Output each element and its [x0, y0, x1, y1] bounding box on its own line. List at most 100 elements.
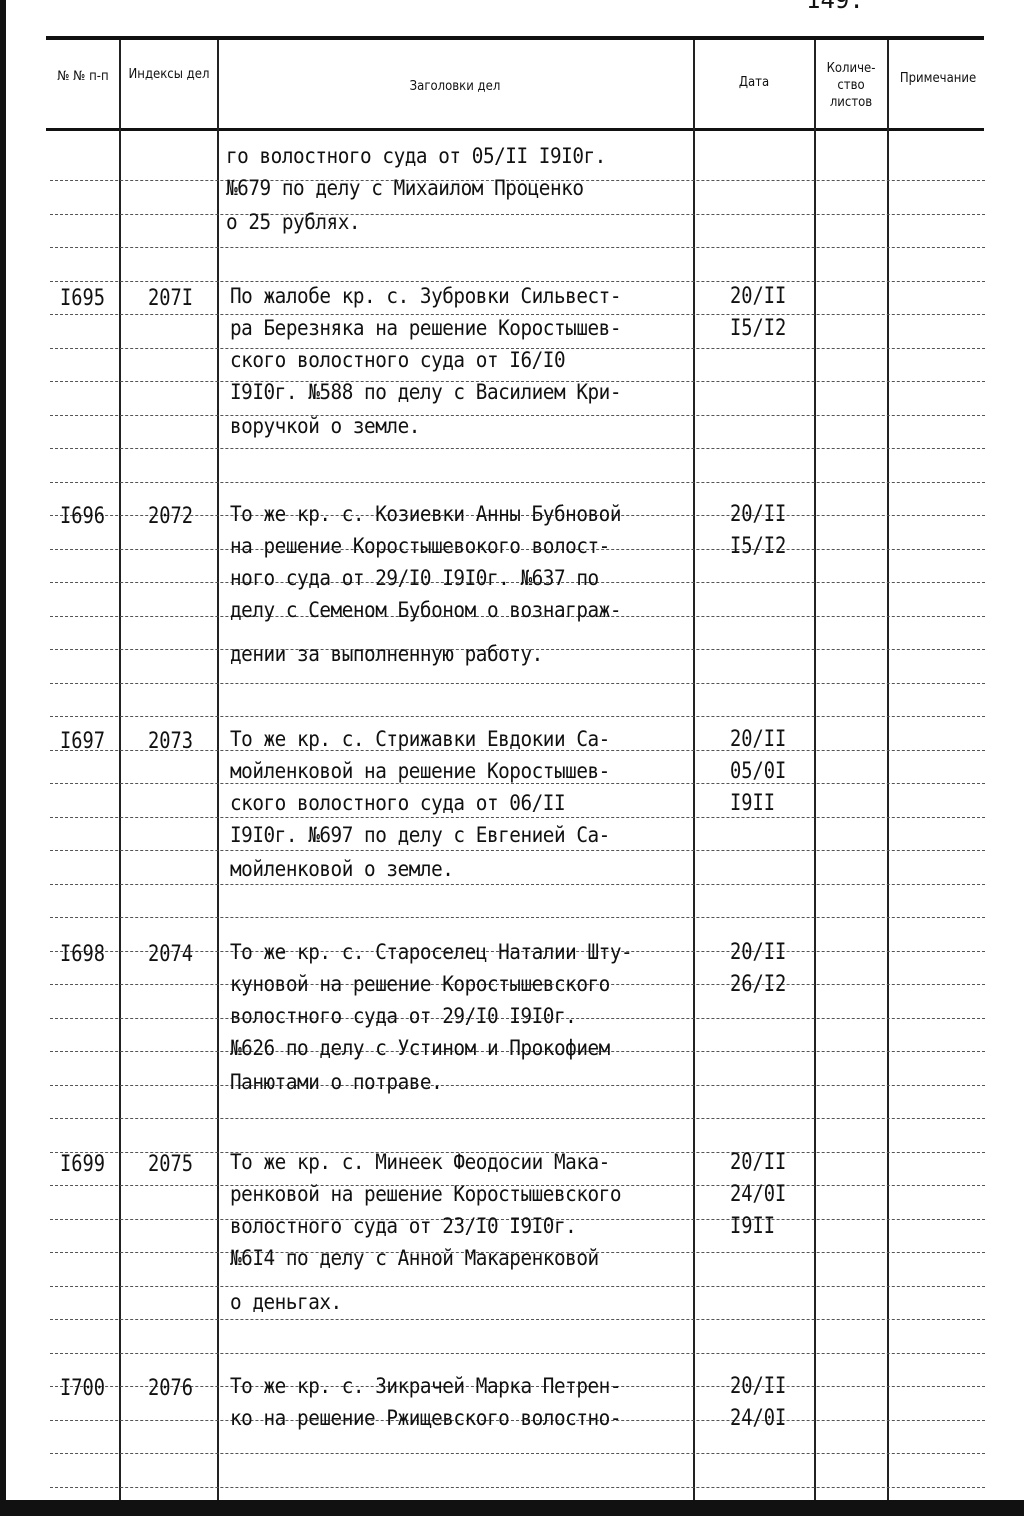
title-line: То же кр. с. Минеек Феодосии Мака-: [230, 1150, 610, 1174]
title-line: о деньгах.: [230, 1290, 342, 1314]
entry-date: 20/II: [730, 940, 787, 965]
title-line: №626 по делу с Устином и Прокофием: [230, 1036, 610, 1060]
row-rule: [50, 515, 985, 516]
row-rule: [50, 314, 985, 315]
title-line: То же кр. с. Зикрачей Марка Петрен-: [230, 1374, 622, 1398]
title-line: о 25 рублях.: [226, 210, 361, 234]
row-rule: [50, 1319, 985, 1320]
row-rule: [50, 1285, 985, 1287]
page-number: 149.: [806, 0, 864, 14]
title-line: го волостного суда от 05/II I9I0г.: [226, 144, 606, 168]
title-line: ренковой на решение Коростышевского: [230, 1182, 622, 1206]
entry-date: 24/0I: [730, 1406, 787, 1431]
entry-index: 2073: [148, 729, 194, 754]
entry-date: 20/II: [730, 502, 787, 527]
row-rule: [50, 481, 985, 483]
entry-number: I696: [60, 504, 106, 529]
title-line: То же кр. с. Стрижавки Евдокии Са-: [230, 727, 610, 751]
row-rule: [50, 649, 985, 650]
row-rule: [50, 180, 985, 181]
row-rule: [50, 280, 985, 282]
entry-index: 2072: [148, 504, 194, 529]
title-line: дении за выполненную работу.: [230, 642, 543, 666]
header-bottom-rule: [46, 128, 984, 131]
entry-index: 207I: [148, 286, 194, 311]
title-line: Панютами о потраве.: [230, 1070, 443, 1094]
title-line: воручкой о земле.: [230, 414, 420, 438]
entry-date: I9II: [730, 1214, 776, 1239]
row-rule: [50, 749, 985, 751]
row-rule: [50, 548, 985, 550]
entry-date: I5/I2: [730, 316, 787, 341]
header-title: Заголовки дел: [409, 79, 501, 94]
title-line: I9I0г. №588 по делу с Василием Кри-: [230, 380, 622, 404]
row-rule: [50, 1453, 985, 1454]
table-top-rule: [46, 36, 984, 40]
row-rule: [50, 1017, 985, 1019]
row-rule: [50, 1185, 985, 1186]
entry-date: I5/I2: [730, 534, 787, 559]
row-rule: [50, 883, 985, 885]
title-line: волостного суда от 23/I0 I9I0г.: [230, 1214, 577, 1238]
title-line: То же кр. с. Староселец Наталии Шту-: [230, 940, 633, 964]
title-line: №679 по делу с Михаилом Проценко: [226, 176, 584, 200]
title-line: мойленковой о земле.: [230, 857, 454, 881]
header-sheets: Количе-ство листов: [826, 61, 876, 110]
entry-number: I697: [60, 729, 106, 754]
title-line: мойленковой на решение Коростышев-: [230, 759, 610, 783]
entry-date: I9II: [730, 791, 776, 816]
row-rule: [50, 247, 985, 248]
entry-index: 2074: [148, 942, 194, 967]
column-divider: [887, 40, 889, 1500]
column-divider: [693, 40, 695, 1500]
row-rule: [50, 1386, 985, 1387]
row-rule: [50, 615, 985, 617]
header-index: Индексы дел: [128, 67, 210, 82]
header-date: Дата: [738, 75, 770, 90]
row-rule: [50, 582, 985, 583]
entry-date: 20/II: [730, 1150, 787, 1175]
entry-number: I700: [60, 1376, 106, 1401]
row-rule: [50, 347, 985, 349]
row-rule: [50, 1118, 985, 1119]
column-divider: [814, 40, 816, 1500]
row-rule: [50, 917, 985, 918]
row-rule: [50, 1486, 985, 1488]
title-line: ского волостного суда от 06/II: [230, 791, 566, 815]
entry-date: 05/0I: [730, 759, 787, 784]
row-rule: [50, 1051, 985, 1052]
row-rule: [50, 448, 985, 449]
title-line: на решение Коростышевокого волост-: [230, 534, 610, 558]
header-no: № № п-п: [57, 69, 109, 84]
row-rule: [50, 1352, 985, 1354]
row-rule: [50, 816, 985, 818]
entry-date: 26/I2: [730, 972, 787, 997]
entry-date: 20/II: [730, 1374, 787, 1399]
row-rule: [50, 950, 985, 952]
entry-date: 24/0I: [730, 1182, 787, 1207]
title-line: №6I4 по делу с Анной Макаренковой: [230, 1246, 599, 1270]
row-rule: [50, 1419, 985, 1421]
header-note: Примечание: [899, 71, 977, 86]
row-rule: [50, 682, 985, 684]
scan-edge-bottom: [0, 1500, 1024, 1516]
row-rule: [50, 984, 985, 985]
scan-edge: [0, 0, 6, 1516]
row-rule: [50, 1218, 985, 1220]
row-rule: [50, 381, 985, 382]
row-rule: [50, 1151, 985, 1153]
title-line: По жалобе кр. с. Зубровки Сильвест-: [230, 284, 622, 308]
entry-index: 2075: [148, 1152, 194, 1177]
title-line: ного суда от 29/I0 I9I0г. №637 по: [230, 566, 599, 590]
column-divider: [119, 40, 121, 1500]
title-line: ра Березняка на решение Коростышев-: [230, 316, 622, 340]
title-line: То же кр. с. Козиевки Анны Бубновой: [230, 502, 622, 526]
title-line: делу с Семеном Бубоном о вознаграж-: [230, 598, 622, 622]
row-rule: [50, 783, 985, 784]
row-rule: [50, 716, 985, 717]
column-divider: [217, 40, 219, 1500]
entry-date: 20/II: [730, 284, 787, 309]
row-rule: [50, 213, 985, 215]
entry-number: I695: [60, 286, 106, 311]
title-line: I9I0г. №697 по делу с Евгенией Са-: [230, 823, 610, 847]
